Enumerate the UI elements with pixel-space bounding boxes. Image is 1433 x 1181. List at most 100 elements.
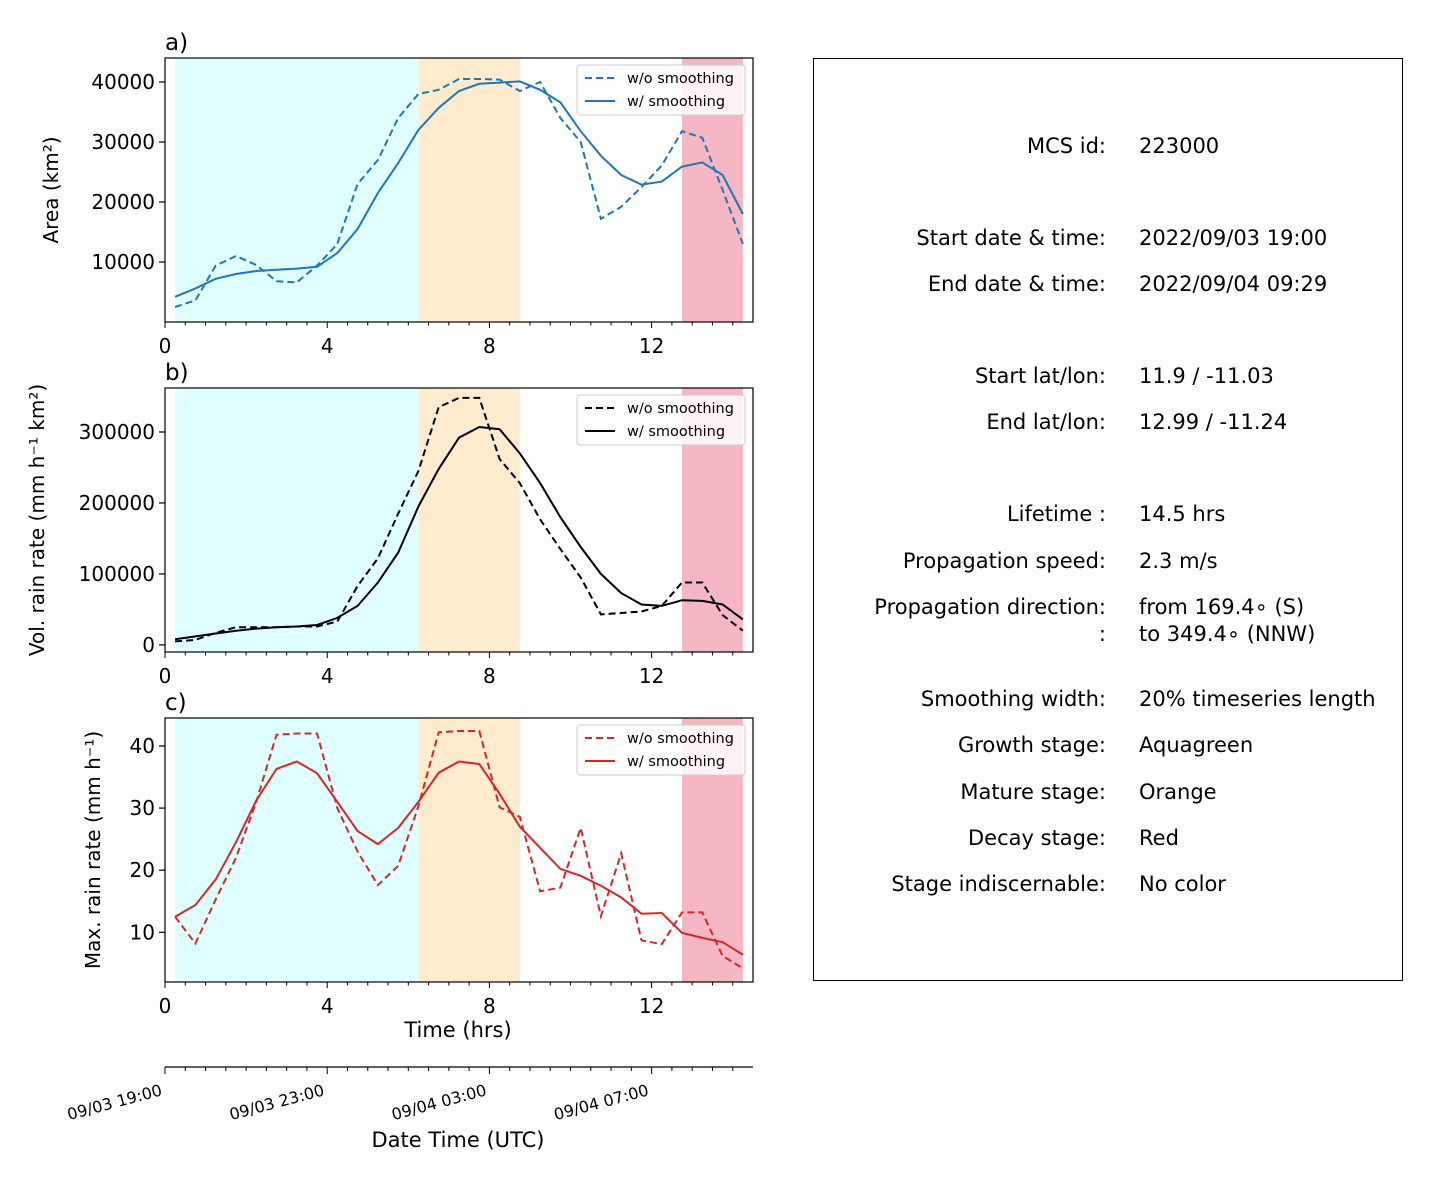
y-tick-label: 10 (130, 920, 155, 944)
stage-band-growth (175, 718, 419, 982)
legend-smooth-label: w/ smoothing (627, 424, 725, 440)
panel-label: a) (165, 30, 188, 56)
info-row: Propagation speed: 2.3 m/s (814, 548, 1402, 574)
y-tick-label: 100000 (79, 562, 155, 586)
stage-band-growth (175, 388, 419, 652)
info-value: 12.99 / -11.24 (1139, 410, 1288, 434)
info-value: 2022/09/04 09:29 (1139, 272, 1328, 296)
x-tick-label: 12 (639, 664, 664, 688)
axes-frame (164, 387, 754, 653)
info-value: from 169.4∘ (S) (1139, 595, 1305, 619)
info-row: MCS id: 223000 (814, 133, 1402, 159)
y-tick-label: 300000 (79, 420, 155, 444)
y-tick-label: 30000 (91, 130, 155, 154)
x-tick-label: 8 (483, 334, 496, 358)
info-key: MCS id: (1026, 134, 1106, 158)
info-row: Mature stage: Orange (814, 779, 1402, 805)
x-tick-label: 0 (159, 664, 172, 688)
info-row: End date & time: 2022/09/04 09:29 (814, 271, 1402, 297)
stage-band-mature (418, 388, 520, 652)
axes-frame (164, 717, 754, 983)
x-tick-label: 0 (159, 334, 172, 358)
info-row: Start lat/lon: 11.9 / -11.03 (814, 363, 1402, 389)
y-axis-label: Area (km²) (39, 136, 63, 243)
y-tick-label: 40 (130, 734, 155, 758)
info-key: Decay stage: (968, 826, 1106, 850)
date-time-axis: 09/03 19:00 09/03 23:00 09/04 03:00 09/04 0… (65, 1066, 753, 1125)
date-tick-label: 09/03 23:00 (227, 1081, 326, 1125)
info-value: 223000 (1139, 134, 1220, 158)
date-tick-label: 09/03 19:00 (65, 1081, 164, 1125)
x-tick-label: 0 (159, 994, 172, 1018)
info-row: : to 349.4∘ (NNW) (814, 621, 1402, 647)
info-key: Start lat/lon: (974, 364, 1106, 388)
info-key: Propagation speed: (902, 549, 1106, 573)
series-line-raw (175, 396, 744, 643)
legend-smooth-label: w/ smoothing (627, 94, 725, 110)
legend-smooth-label: w/ smoothing (627, 754, 725, 770)
panel-max-rain-rate: 10 20 30 40 0 4 8 12 c) Max. rain rate (mm h⁻¹) w/… (81, 690, 754, 1018)
info-value: to 349.4∘ (NNW) (1139, 622, 1316, 646)
legend-raw-label: w/o smoothing (627, 71, 734, 87)
series-line-smooth (174, 760, 744, 956)
info-key: End date & time: (927, 272, 1106, 296)
info-value: Orange (1139, 780, 1217, 804)
y-tick-label: 30 (130, 796, 155, 820)
series-line-raw (174, 730, 744, 970)
info-row: Propagation direction: from 169.4∘ (S) (814, 594, 1402, 620)
date-axis-label: Date Time (UTC) (372, 1128, 545, 1152)
info-key: Start date & time: (916, 226, 1106, 250)
legend-box (576, 394, 746, 446)
mcs-info-box: MCS id: 223000 Start date & time: 2022/09/0… (813, 58, 1403, 981)
panel-area: 10000 20000 30000 40000 0 4 8 12 a) Area (km²) w/o… (39, 30, 754, 358)
date-tick-label: 09/04 07:00 (552, 1081, 651, 1125)
y-tick-label: 0 (142, 633, 155, 657)
panel-label: b) (165, 360, 189, 386)
stage-band-mature (418, 718, 520, 982)
x-tick-label: 8 (483, 664, 496, 688)
legend-box (576, 64, 746, 116)
x-tick-label: 4 (321, 664, 334, 688)
info-value: Red (1139, 826, 1179, 850)
x-tick-label: 4 (321, 994, 334, 1018)
info-value: No color (1139, 872, 1226, 896)
info-value: 14.5 hrs (1139, 502, 1226, 526)
legend-raw-label: w/o smoothing (627, 401, 734, 417)
stage-band-mature (418, 58, 520, 322)
info-key: Stage indiscernable: (891, 872, 1106, 896)
x-tick-label: 12 (639, 994, 664, 1018)
info-row: Start date & time: 2022/09/03 19:00 (814, 225, 1402, 251)
info-key: Lifetime : (1006, 502, 1106, 526)
y-tick-label: 20 (130, 858, 155, 882)
y-axis-label: Vol. rain rate (mm h⁻¹ km²) (25, 384, 49, 656)
info-key: Mature stage: (960, 780, 1106, 804)
x-tick-label: 12 (639, 334, 664, 358)
info-row: End lat/lon: 12.99 / -11.24 (814, 409, 1402, 435)
y-axis-label: Max. rain rate (mm h⁻¹) (81, 731, 105, 969)
info-value: 11.9 / -11.03 (1139, 364, 1274, 388)
series-line-raw (174, 78, 744, 308)
info-value: Aquagreen (1139, 733, 1254, 757)
info-key: Growth stage: (957, 733, 1106, 757)
time-axis-label: Time (hrs) (403, 1018, 511, 1042)
info-value: 2022/09/03 19:00 (1139, 226, 1328, 250)
stage-band-growth (175, 58, 419, 322)
info-row: Growth stage: Aquagreen (814, 732, 1402, 758)
panel-label: c) (165, 690, 187, 716)
series-line-smooth (174, 80, 744, 298)
y-tick-label: 40000 (91, 70, 155, 94)
info-row: Smoothing width: 20% timeseries length (814, 686, 1402, 712)
x-tick-label: 4 (321, 334, 334, 358)
info-value: 20% timeseries length (1139, 687, 1376, 711)
series-line-smooth (174, 425, 744, 641)
info-key: End lat/lon: (986, 410, 1106, 434)
panel-volumetric-rain-rate: 0 100000 200000 300000 0 4 8 12 b) Vol. rain rate… (25, 360, 754, 688)
y-tick-label: 10000 (91, 250, 155, 274)
legend-box (576, 724, 746, 776)
date-tick-label: 09/04 03:00 (390, 1081, 489, 1125)
info-key: Propagation direction: (874, 595, 1106, 619)
legend-raw-label: w/o smoothing (627, 731, 734, 747)
info-row: Lifetime : 14.5 hrs (814, 501, 1402, 527)
y-tick-label: 20000 (91, 190, 155, 214)
info-key: Smoothing width: (920, 687, 1106, 711)
